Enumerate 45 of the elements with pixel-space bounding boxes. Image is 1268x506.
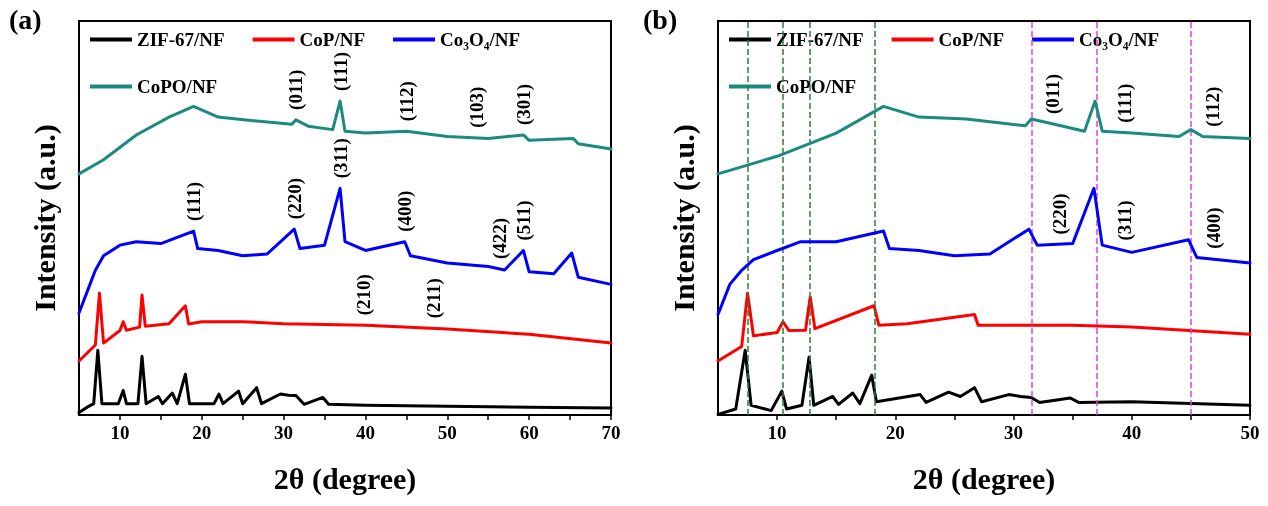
- legend-label: CoP/NF: [299, 29, 366, 50]
- chart-title: (a): [9, 3, 42, 35]
- annotation: (111): [183, 181, 206, 222]
- x-tick-label: 50: [1240, 422, 1260, 443]
- legend-label: ZIF-67/NF: [137, 29, 225, 50]
- legend-label: CoPO/NF: [137, 76, 218, 97]
- annotation: (112): [1201, 86, 1224, 127]
- x-tick-label: 10: [110, 422, 130, 443]
- annotation: (011): [285, 69, 308, 110]
- x-tick-label: 30: [274, 422, 294, 443]
- annotation: (103): [466, 86, 489, 128]
- annotation: (111): [1114, 83, 1137, 123]
- annotation: (400): [394, 190, 417, 232]
- x-tick-label: 20: [192, 422, 212, 443]
- x-tick-label: 50: [437, 422, 457, 443]
- annotation: (220): [283, 177, 306, 220]
- x-axis-title: 2θ (degree): [912, 461, 1056, 496]
- annotation: (422): [489, 217, 512, 260]
- annotation: (511): [512, 200, 535, 241]
- x-tick-label: 70: [601, 422, 621, 443]
- x-tick-label: 30: [1004, 422, 1024, 443]
- annotation: (301): [512, 83, 535, 125]
- chart-title: (b): [643, 3, 678, 35]
- x-axis-title: 2θ (degree): [273, 461, 417, 496]
- annotation: (220): [1049, 193, 1072, 235]
- legend-label: CoPO/NF: [776, 76, 857, 97]
- annotation: (112): [395, 81, 418, 122]
- annotation: (311): [1114, 200, 1137, 241]
- annotation: (211): [422, 278, 445, 319]
- legend-label: Co₃O₄/NF: [1079, 29, 1160, 50]
- annotation: (111): [329, 51, 352, 92]
- annotation: (011): [1042, 73, 1065, 114]
- legend-label: ZIF-67/NF: [776, 29, 864, 50]
- y-axis-title: Intensity (a.u.): [666, 124, 701, 312]
- legend-label: CoP/NF: [938, 29, 1005, 50]
- annotation: (311): [329, 138, 352, 179]
- x-tick-label: 60: [519, 422, 539, 443]
- annotation: (210): [352, 274, 375, 316]
- x-tick-label: 40: [1122, 422, 1142, 443]
- annotation: (400): [1202, 207, 1225, 249]
- x-tick-label: 20: [885, 422, 905, 443]
- legend-label: Co₃O₄/NF: [440, 29, 521, 50]
- y-axis-title: Intensity (a.u.): [27, 124, 62, 312]
- x-tick-label: 40: [355, 422, 375, 443]
- x-tick-label: 10: [767, 422, 787, 443]
